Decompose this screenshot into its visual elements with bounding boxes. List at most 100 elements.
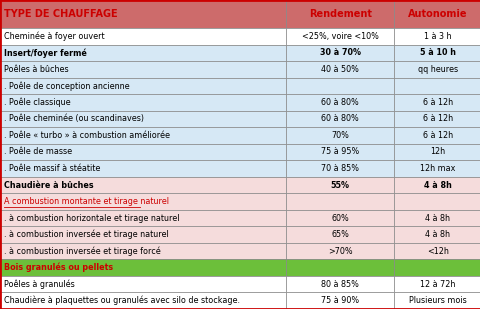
Bar — [0, 293, 286, 309]
Text: . à combustion inversée et tirage forcé: . à combustion inversée et tirage forcé — [4, 246, 160, 256]
Bar — [286, 94, 394, 111]
Bar — [286, 144, 394, 160]
Text: . à combustion horizontale et tirage naturel: . à combustion horizontale et tirage nat… — [4, 214, 179, 222]
Bar — [0, 94, 286, 111]
Text: <25%, voire <10%: <25%, voire <10% — [301, 32, 378, 41]
Bar — [394, 144, 480, 160]
Text: . Poêle massif à stéatite: . Poêle massif à stéatite — [4, 164, 100, 173]
Text: 55%: 55% — [330, 180, 349, 189]
Text: TYPE DE CHAUFFAGE: TYPE DE CHAUFFAGE — [4, 9, 117, 19]
Bar — [286, 44, 394, 61]
Text: 4 à 8h: 4 à 8h — [423, 180, 451, 189]
Text: 75 à 95%: 75 à 95% — [321, 147, 359, 156]
Bar — [394, 111, 480, 127]
Text: Chaudière à plaquettes ou granulés avec silo de stockage.: Chaudière à plaquettes ou granulés avec … — [4, 296, 240, 306]
Bar — [0, 127, 286, 144]
Text: Insert/foyer fermé: Insert/foyer fermé — [4, 48, 86, 57]
Bar — [394, 0, 480, 28]
Bar — [394, 260, 480, 276]
Bar — [286, 276, 394, 293]
Bar — [394, 44, 480, 61]
Text: 12h: 12h — [429, 147, 444, 156]
Text: 1 à 3 h: 1 à 3 h — [423, 32, 451, 41]
Bar — [286, 193, 394, 210]
Text: Bois granulés ou pellets: Bois granulés ou pellets — [4, 263, 113, 273]
Text: 70%: 70% — [331, 131, 348, 140]
Bar — [0, 111, 286, 127]
Bar — [0, 177, 286, 193]
Bar — [286, 78, 394, 94]
Bar — [0, 193, 286, 210]
Bar — [286, 160, 394, 177]
Bar — [286, 0, 394, 28]
Bar — [394, 243, 480, 260]
Bar — [286, 28, 394, 44]
Bar — [286, 61, 394, 78]
Bar — [286, 127, 394, 144]
Text: . Poêle classique: . Poêle classique — [4, 98, 71, 107]
Bar — [394, 226, 480, 243]
Bar — [0, 44, 286, 61]
Bar — [394, 61, 480, 78]
Text: . Poêle cheminée (ou scandinaves): . Poêle cheminée (ou scandinaves) — [4, 114, 144, 123]
Text: . Poêle de masse: . Poêle de masse — [4, 147, 72, 156]
Text: 4 à 8h: 4 à 8h — [424, 214, 449, 222]
Text: 40 à 50%: 40 à 50% — [321, 65, 359, 74]
Text: 60%: 60% — [331, 214, 348, 222]
Text: >70%: >70% — [327, 247, 352, 256]
Text: Poêles à bûches: Poêles à bûches — [4, 65, 68, 74]
Bar — [0, 160, 286, 177]
Text: 5 à 10 h: 5 à 10 h — [419, 48, 455, 57]
Bar — [0, 276, 286, 293]
Bar — [286, 226, 394, 243]
Bar — [286, 243, 394, 260]
Text: <12h: <12h — [426, 247, 448, 256]
Bar — [286, 177, 394, 193]
Text: 12 à 72h: 12 à 72h — [419, 280, 455, 289]
Text: 6 à 12h: 6 à 12h — [422, 114, 452, 123]
Bar — [286, 293, 394, 309]
Bar — [394, 293, 480, 309]
Bar — [0, 78, 286, 94]
Text: 75 à 90%: 75 à 90% — [321, 296, 359, 305]
Bar — [394, 210, 480, 226]
Text: 12h max: 12h max — [419, 164, 455, 173]
Bar — [0, 0, 286, 28]
Text: 6 à 12h: 6 à 12h — [422, 131, 452, 140]
Bar — [0, 144, 286, 160]
Bar — [286, 111, 394, 127]
Bar — [394, 276, 480, 293]
Text: 60 à 80%: 60 à 80% — [321, 98, 359, 107]
Text: qq heures: qq heures — [417, 65, 457, 74]
Bar — [394, 193, 480, 210]
Text: . Poêle « turbo » à combustion améliorée: . Poêle « turbo » à combustion améliorée — [4, 131, 169, 140]
Text: Plusieurs mois: Plusieurs mois — [408, 296, 466, 305]
Text: Chaudière à bûches: Chaudière à bûches — [4, 180, 93, 189]
Bar — [394, 160, 480, 177]
Bar — [0, 260, 286, 276]
Bar — [0, 243, 286, 260]
Text: . à combustion inversée et tirage naturel: . à combustion inversée et tirage nature… — [4, 230, 168, 239]
Text: 30 à 70%: 30 à 70% — [319, 48, 360, 57]
Text: Poêles à granulés: Poêles à granulés — [4, 279, 74, 289]
Text: Rendement: Rendement — [308, 9, 371, 19]
Text: Cheminée à foyer ouvert: Cheminée à foyer ouvert — [4, 32, 104, 41]
Bar — [394, 28, 480, 44]
Text: Autonomie: Autonomie — [407, 9, 467, 19]
Bar — [0, 226, 286, 243]
Bar — [394, 127, 480, 144]
Bar — [286, 260, 394, 276]
Bar — [0, 210, 286, 226]
Text: . Poêle de conception ancienne: . Poêle de conception ancienne — [4, 81, 129, 91]
Text: 60 à 80%: 60 à 80% — [321, 114, 359, 123]
Bar — [394, 177, 480, 193]
Bar — [394, 94, 480, 111]
Text: 6 à 12h: 6 à 12h — [422, 98, 452, 107]
Text: 4 à 8h: 4 à 8h — [424, 230, 449, 239]
Bar — [0, 28, 286, 44]
Bar — [394, 78, 480, 94]
Bar — [286, 210, 394, 226]
Bar — [0, 61, 286, 78]
Text: 70 à 85%: 70 à 85% — [321, 164, 359, 173]
Text: 80 à 85%: 80 à 85% — [321, 280, 359, 289]
